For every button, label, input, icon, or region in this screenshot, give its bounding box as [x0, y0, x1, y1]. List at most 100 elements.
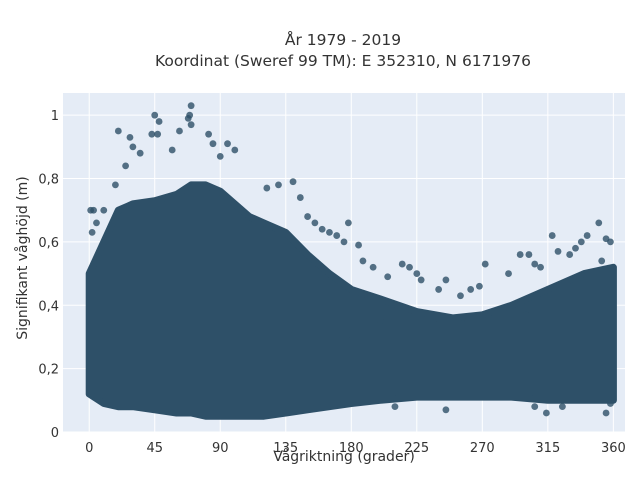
data-point	[114, 127, 122, 135]
data-point	[289, 178, 297, 186]
data-point	[457, 292, 464, 300]
x-tick-label: 225	[404, 441, 429, 456]
data-point	[583, 232, 591, 239]
data-point	[572, 244, 579, 252]
data-point	[154, 130, 162, 138]
data-point	[224, 140, 231, 148]
data-point	[602, 409, 610, 417]
data-point	[566, 251, 574, 258]
data-point-cloud	[85, 181, 617, 420]
data-point	[595, 219, 603, 227]
x-axis-label: Vågriktning (grader)	[273, 448, 415, 465]
data-point	[525, 251, 533, 258]
data-point	[398, 260, 406, 268]
data-point	[531, 403, 539, 411]
data-point	[311, 219, 319, 227]
data-point	[326, 229, 333, 236]
data-point	[112, 181, 119, 189]
data-point	[481, 260, 489, 268]
data-point	[275, 181, 282, 189]
data-point	[333, 232, 341, 239]
data-point	[558, 403, 566, 411]
y-tick-label: 0,6	[38, 236, 59, 251]
data-point	[391, 403, 399, 411]
y-tick-label: 0,8	[38, 173, 59, 188]
data-point	[263, 184, 271, 192]
data-point	[406, 263, 413, 271]
x-tick-label: 0	[85, 441, 93, 456]
data-point	[531, 260, 539, 268]
data-point	[359, 257, 367, 265]
y-tick-label: 0,2	[38, 363, 59, 378]
data-point	[516, 251, 524, 258]
data-point	[340, 238, 348, 246]
data-point	[93, 219, 100, 227]
data-point	[376, 317, 384, 325]
x-tick-label: 45	[146, 441, 163, 456]
data-point	[122, 162, 130, 170]
data-point	[476, 282, 483, 290]
y-tick-label: 1	[51, 109, 59, 124]
data-point	[355, 241, 362, 249]
data-point	[151, 111, 159, 119]
data-point	[467, 286, 475, 293]
data-point	[464, 317, 472, 325]
data-point	[304, 213, 312, 220]
data-point	[522, 311, 530, 319]
data-point	[607, 238, 614, 246]
y-tick-label: 0	[51, 426, 59, 441]
dense-point-area	[85, 181, 617, 420]
data-point	[129, 143, 137, 151]
data-point	[554, 248, 562, 255]
y-tick-label: 0,4	[38, 299, 59, 314]
data-point	[88, 229, 96, 236]
data-point	[542, 409, 550, 417]
data-point	[176, 127, 183, 135]
data-point	[442, 276, 450, 284]
data-point	[184, 114, 192, 122]
data-point	[87, 206, 95, 214]
data-point	[136, 149, 144, 157]
x-tick-label: 270	[470, 441, 495, 456]
data-point	[296, 194, 304, 201]
data-point	[417, 276, 425, 284]
x-tick-label: 360	[601, 441, 626, 456]
x-tick-label: 135	[273, 441, 298, 456]
data-point	[344, 219, 352, 227]
data-point	[384, 273, 392, 281]
data-point	[577, 238, 585, 246]
data-point	[155, 118, 163, 125]
data-point	[318, 225, 326, 233]
x-tick-label: 180	[339, 441, 364, 456]
y-axis-ticks: 0 0,2 0,4 0,6 0,8 1	[38, 109, 59, 441]
data-point	[505, 270, 512, 277]
data-points	[87, 102, 614, 417]
data-point	[126, 133, 134, 141]
data-point	[598, 257, 606, 265]
data-point	[369, 263, 377, 271]
x-tick-label: 315	[535, 441, 560, 456]
data-point	[435, 286, 443, 293]
data-point	[435, 320, 443, 328]
data-point	[209, 140, 217, 148]
data-point	[168, 146, 176, 154]
x-tick-label: 90	[212, 441, 229, 456]
data-point	[442, 406, 450, 414]
data-point	[231, 146, 239, 154]
data-point	[537, 263, 544, 271]
y-axis-label: Signifikant våghöjd (m)	[14, 176, 31, 339]
data-point	[548, 232, 556, 239]
data-point	[347, 336, 355, 344]
data-point	[187, 121, 195, 129]
data-point	[187, 102, 195, 110]
data-point	[148, 130, 156, 138]
x-axis-ticks: 0 45 90 135 180 225 270 315 360	[85, 441, 626, 456]
data-point	[205, 130, 212, 138]
chart-title: År 1979 - 2019	[285, 30, 401, 49]
data-point	[413, 270, 421, 277]
chart-subtitle: Koordinat (Sweref 99 TM): E 352310, N 61…	[155, 52, 531, 70]
data-point	[100, 206, 108, 214]
data-point	[607, 400, 614, 407]
